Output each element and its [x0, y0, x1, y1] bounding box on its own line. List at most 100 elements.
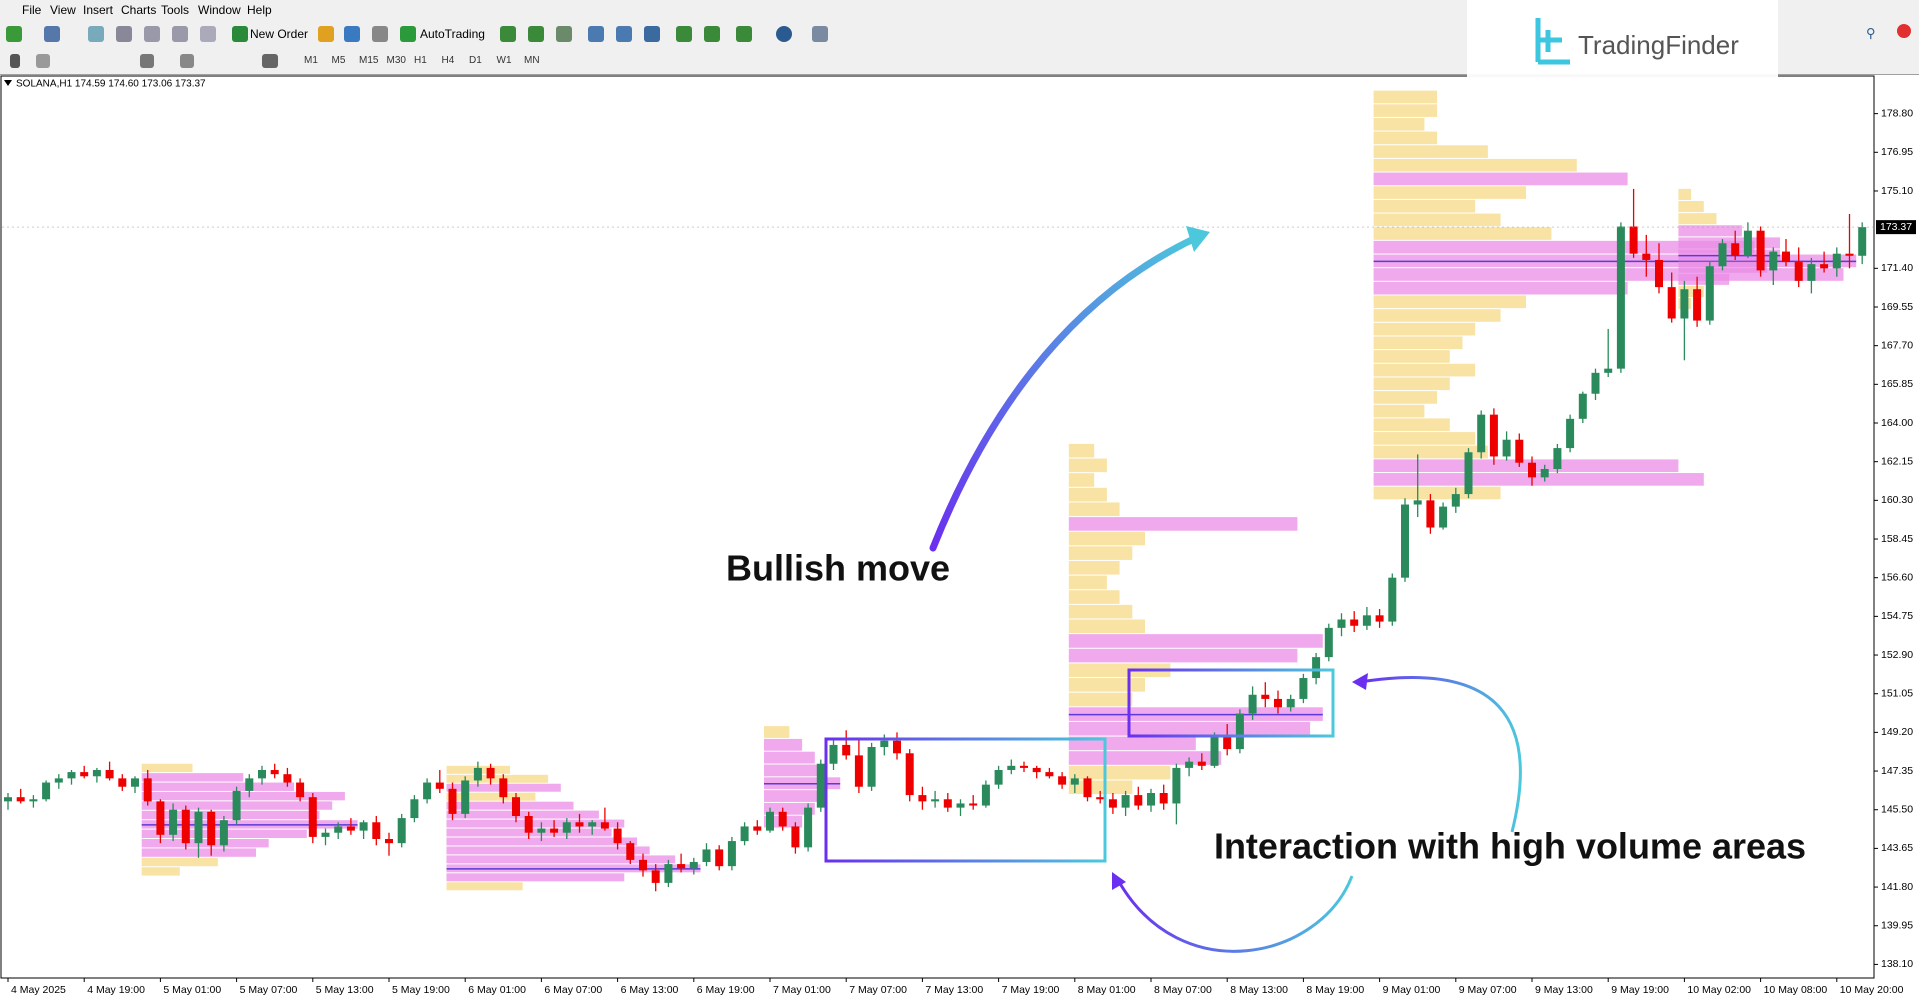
candle-body	[1286, 698, 1295, 708]
volume-row	[1373, 418, 1450, 432]
candle-body	[1121, 795, 1130, 808]
volume-row	[141, 801, 333, 810]
menu-item[interactable]: Help	[247, 3, 272, 17]
menu-item[interactable]: Window	[198, 3, 241, 17]
menu-item[interactable]: Charts	[121, 3, 157, 17]
volume-row	[1068, 692, 1133, 707]
volume-row	[446, 819, 625, 828]
candle-body	[1324, 627, 1333, 658]
candle-body	[1693, 289, 1702, 321]
candle-body	[816, 763, 825, 808]
toolbar: New Order AutoTrading M1 M5 M15 M30 H1 H4 D1 W1…	[0, 21, 1919, 75]
timeframe-button[interactable]: M5	[331, 55, 346, 66]
timeframe-button[interactable]: H4	[441, 55, 455, 66]
volume-row	[1068, 751, 1222, 765]
volume-row	[1678, 249, 1780, 261]
volume-row	[1068, 604, 1133, 619]
candle-body	[1502, 439, 1511, 457]
volume-row	[446, 828, 612, 837]
annotation: Bullish move	[726, 548, 950, 589]
candle-body	[397, 818, 406, 844]
candle-body	[131, 778, 139, 787]
volume-row	[1068, 648, 1298, 663]
menu-item[interactable]: Insert	[83, 3, 114, 17]
candle-body	[727, 841, 736, 867]
x-tick-label: 8 May 07:00	[1154, 984, 1212, 996]
timeframe-button[interactable]: M15	[359, 55, 379, 66]
candle-body	[1553, 448, 1562, 469]
menu-item[interactable]: File	[22, 3, 42, 17]
candle-body	[385, 838, 393, 844]
candle-body	[880, 740, 889, 748]
timeframe-button[interactable]: M1	[304, 55, 318, 66]
volume-row	[141, 791, 345, 801]
timeframe-button[interactable]: H1	[414, 55, 427, 66]
x-tick-label: 7 May 19:00	[1002, 984, 1060, 996]
volume-row	[1068, 590, 1120, 604]
icon	[736, 26, 752, 42]
menu-item[interactable]: View	[50, 3, 76, 17]
candle-body	[1045, 772, 1054, 777]
x-tick-label: 9 May 01:00	[1383, 984, 1441, 996]
volume-row	[1678, 213, 1717, 225]
symbol-header: SOLANA,H1 174.59 174.60 173.06 173.37	[16, 79, 206, 90]
candle-body	[1794, 262, 1803, 281]
volume-row	[1373, 295, 1526, 309]
volume-row	[446, 801, 574, 810]
y-tick-label: 139.95	[1881, 920, 1913, 932]
candle-body	[334, 826, 343, 833]
candle-body	[486, 767, 495, 779]
annotation: Interaction with high volume areas	[1214, 826, 1806, 867]
candle-body	[1362, 615, 1371, 626]
y-tick-label: 178.80	[1881, 107, 1913, 119]
candle-body	[689, 861, 698, 869]
candle-body	[1528, 462, 1536, 478]
candle-body	[1820, 264, 1829, 269]
candle-body	[804, 807, 813, 848]
candle-body	[1642, 253, 1651, 260]
menu-item[interactable]: Tools	[161, 3, 190, 17]
volume-row	[446, 873, 625, 882]
candle-body	[1299, 678, 1308, 699]
icon	[10, 54, 20, 68]
menu-bar: File View Insert Charts Tools Window Help	[0, 0, 1919, 21]
highlight-box	[824, 737, 1107, 863]
x-tick-label: 7 May 13:00	[925, 984, 983, 996]
volume-row	[1373, 391, 1438, 404]
candle-body	[1743, 230, 1752, 256]
volume-row	[446, 765, 510, 774]
y-tick-label: 141.80	[1881, 881, 1913, 893]
candle-body	[664, 864, 673, 883]
icon	[88, 26, 104, 42]
volume-row	[1373, 158, 1577, 172]
candle-body	[1731, 243, 1740, 256]
timeframe-button[interactable]: MN	[524, 55, 540, 66]
volume-row	[1068, 707, 1323, 721]
volume-row	[1678, 188, 1692, 201]
volume-row	[1678, 237, 1780, 249]
volume-row	[1068, 663, 1171, 678]
icon	[44, 26, 60, 42]
candle-body	[1312, 657, 1321, 679]
timeframe-button[interactable]: D1	[469, 55, 482, 66]
candle-body	[905, 753, 914, 796]
autotrading-button[interactable]: AutoTrading	[420, 27, 485, 41]
candle-body	[956, 803, 965, 808]
x-tick-label: 5 May 01:00	[163, 984, 221, 996]
candle-body	[740, 826, 749, 842]
candle-body	[80, 772, 89, 777]
volume-row	[1373, 432, 1476, 445]
timeframe-button[interactable]: M30	[386, 55, 406, 66]
icon	[676, 26, 692, 42]
x-tick-label: 10 May 08:00	[1764, 984, 1828, 996]
timeframe-button[interactable]: W1	[496, 55, 512, 66]
candle-body	[1578, 393, 1587, 419]
candle-body	[766, 811, 774, 831]
new-order-button[interactable]: New Order	[250, 27, 309, 41]
candle-body	[270, 770, 279, 775]
candle-body	[562, 822, 571, 833]
y-tick-label: 147.35	[1881, 765, 1913, 777]
candle-body	[702, 849, 711, 862]
volume-row	[141, 763, 193, 773]
